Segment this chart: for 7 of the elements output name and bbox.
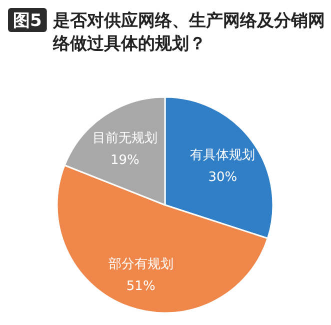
data-label: 30% [208,170,238,186]
slice-label: 目前无规划 [92,131,158,146]
slice-label: 部分有规划 [108,257,174,272]
data-label: 19% [110,153,140,168]
chart-title: 图5 是否对供应网络、生产网络及分销网络做过具体的规划？ [13,11,325,54]
slice-label: 有具体规划 [190,148,256,164]
data-label: 51% [126,279,156,294]
